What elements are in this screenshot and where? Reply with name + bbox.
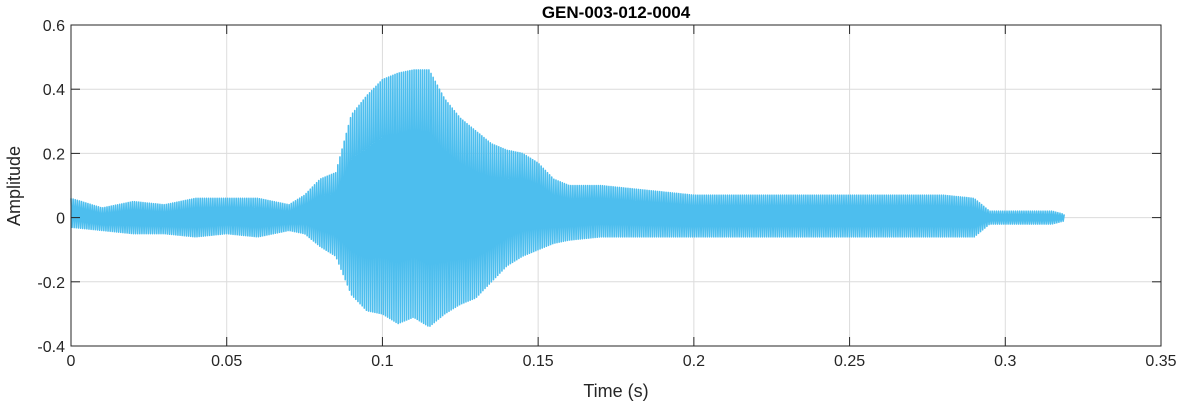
y-tick-label: -0.4 bbox=[37, 339, 65, 356]
y-tick-label: 0.4 bbox=[43, 82, 65, 99]
x-tick-label: 0.3 bbox=[994, 353, 1016, 370]
y-axis-label: Amplitude bbox=[4, 146, 24, 226]
x-tick-label: 0.25 bbox=[834, 353, 865, 370]
series-line bbox=[70, 69, 1066, 327]
x-tick-label: 0 bbox=[67, 353, 76, 370]
x-tick-label: 0.15 bbox=[523, 353, 554, 370]
plot-area bbox=[71, 25, 1161, 346]
y-tick-label: -0.2 bbox=[37, 275, 65, 292]
chart-title: GEN-003-012-0004 bbox=[542, 3, 691, 22]
y-tick-label: 0.6 bbox=[43, 18, 65, 35]
x-tick-label: 0.2 bbox=[683, 353, 705, 370]
x-tick-label: 0.1 bbox=[371, 353, 393, 370]
y-tick-label: 0 bbox=[56, 211, 65, 228]
x-tick-label: 0.35 bbox=[1145, 353, 1176, 370]
plot-content bbox=[70, 69, 1066, 327]
x-axis-label: Time (s) bbox=[583, 381, 648, 401]
y-tick-label: 0.2 bbox=[43, 146, 65, 163]
x-tick-label: 0.05 bbox=[211, 353, 242, 370]
ticks: 0 0.05 0.1 0.15 0.2 0.25 0.3 0.35 -0.4 -0.2 0 0.2 0.… bbox=[37, 18, 1176, 370]
axes-box bbox=[70, 24, 1162, 347]
